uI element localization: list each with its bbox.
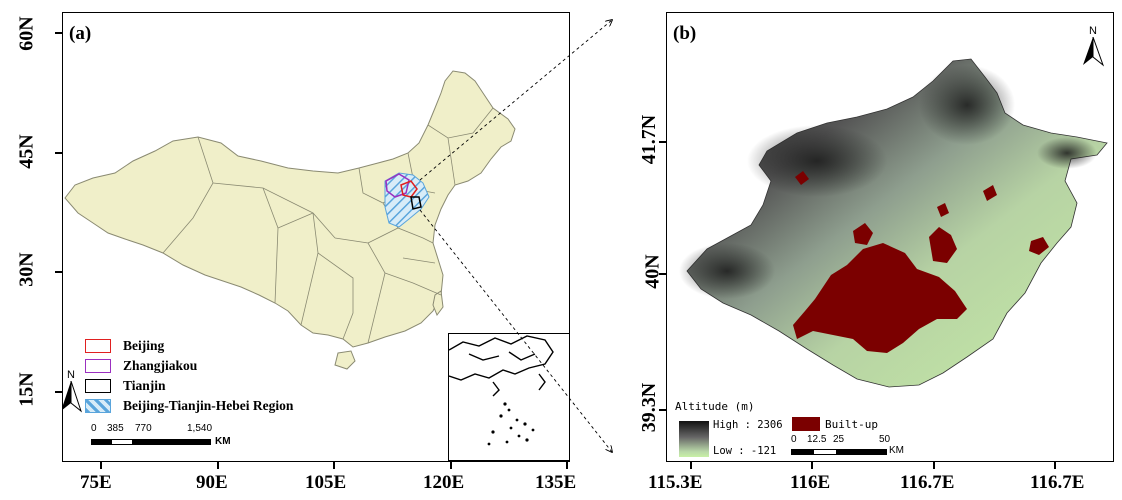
legend-swatch-beijing: [85, 339, 111, 353]
map-panel-beijing: (b): [666, 12, 1114, 462]
panel-a-xtick: [217, 461, 219, 469]
panel-a-xtick-label-135e: 135E: [535, 472, 577, 493]
south-china-sea-inset: [448, 333, 569, 461]
hainan-island: [334, 350, 356, 370]
builtup-northwest: [795, 171, 809, 185]
mountain-shade-north: [747, 125, 887, 197]
altitude-color-ramp: [679, 421, 709, 457]
panel-b-ytick-label-39-3n: 39.3N: [638, 382, 661, 433]
panel-a-label: (a): [69, 23, 92, 44]
north-arrow-icon: [63, 380, 83, 413]
builtup-legend-label: Built-up: [825, 418, 878, 431]
panel-b-north-label: N: [1089, 25, 1097, 37]
panel-a-ytick: [55, 32, 63, 34]
panel-b-scale-label-12-5: 12.5: [807, 434, 827, 445]
panel-b-xtick-label-116e: 116E: [790, 472, 831, 493]
map-panel-china: (a): [62, 12, 570, 462]
mountain-shade-west: [679, 243, 775, 299]
panel-a-xtick-label-90e: 90E: [196, 472, 228, 493]
builtup-areas: [793, 171, 1049, 353]
panel-b-scale-unit: KM: [889, 445, 904, 456]
panel-a-ytick-label-45n: 45N: [15, 134, 38, 169]
legend-label-jingjinji: Beijing-Tianjin-Hebei Region: [123, 398, 294, 413]
legend-entry-beijing: Beijing: [85, 336, 293, 356]
panel-b-ytick: [659, 273, 667, 275]
legend-entry-jingjinji: Beijing-Tianjin-Hebei Region: [85, 396, 293, 416]
beijing-outline: [400, 180, 418, 198]
panel-a-xtick-label-105e: 105E: [305, 472, 347, 493]
panel-a-ytick-label-15n: 15N: [15, 372, 38, 407]
panel-a-ytick: [55, 271, 63, 273]
panel-b-north-arrow: N: [1081, 25, 1105, 70]
panel-a-ytick-label-30n: 30N: [15, 252, 38, 287]
inset-map: [448, 335, 554, 446]
builtup-east: [1029, 237, 1049, 255]
china-land: [64, 70, 516, 348]
panel-a-xtick: [566, 461, 568, 469]
panel-b-scale-label-50: 50: [879, 434, 891, 445]
panel-b-xtick: [933, 461, 935, 469]
panel-a-scale-label-0: 0: [91, 423, 97, 434]
legend-entry-tianjin: Tianjin: [85, 376, 293, 396]
panel-a-xtick: [333, 461, 335, 469]
panel-a-scale-bar: [91, 439, 211, 445]
panel-a-xtick-label-120e: 120E: [423, 472, 465, 493]
legend-swatch-zhangjiakou: [85, 359, 111, 373]
panel-b-xtick-label-116-7e-a: 116.7E: [900, 472, 955, 493]
panel-a-xtick: [100, 461, 102, 469]
panel-a-scale-label-385: 385: [107, 423, 124, 434]
panel-a-scale-unit: KM: [215, 436, 231, 447]
panel-b-ytick: [659, 141, 667, 143]
legend-label-tianjin: Tianjin: [123, 378, 166, 393]
altitude-legend-title: Altitude (m): [675, 400, 755, 413]
builtup-northeast: [929, 227, 957, 263]
panel-b-xtick: [811, 461, 813, 469]
panel-b-xtick: [1054, 461, 1056, 469]
panel-b-scale-bar: [791, 449, 887, 455]
panel-a-scale-label-1540: 1,540: [187, 423, 213, 434]
panel-b-xtick: [690, 461, 692, 469]
zhangjiakou-outline: [385, 173, 410, 198]
beijing-elevation-map: [679, 58, 1108, 388]
panel-a-xtick: [450, 461, 452, 469]
panel-a-scale-label-770: 770: [135, 423, 152, 434]
panel-b-ytick: [659, 409, 667, 411]
altitude-low-label: Low : -121: [713, 445, 777, 457]
panel-b-xtick-label-115-3e: 115.3E: [648, 472, 703, 493]
builtup-northeast-small: [983, 185, 997, 201]
panel-b-label: (b): [673, 23, 697, 44]
legend-label-zhangjiakou: Zhangjiakou: [123, 358, 198, 373]
mountain-shade-east: [1037, 137, 1097, 169]
altitude-high-label: High : 2306: [713, 419, 783, 431]
tianjin-outline: [410, 196, 422, 210]
builtup-central: [793, 243, 967, 353]
panel-a-ytick-label-60n: 60N: [15, 16, 38, 51]
panel-b-xtick-label-116-7e-b: 116.7E: [1030, 472, 1085, 493]
panel-a-xtick-label-75e: 75E: [80, 472, 112, 493]
legend-swatch-tianjin: [85, 379, 111, 393]
north-arrow-icon: [1083, 36, 1105, 67]
panel-b-scale-label-0: 0: [791, 434, 797, 445]
jingjinji-region: [384, 172, 430, 228]
panel-a-legend: Beijing Zhangjiakou Tianjin Beijing-Tian…: [85, 336, 293, 416]
builtup-legend-swatch: [792, 417, 820, 431]
panel-a-north-label: N: [67, 369, 75, 381]
panel-a-ytick: [55, 391, 63, 393]
panel-a-north-arrow: N: [63, 369, 83, 416]
builtup-north: [853, 223, 873, 245]
mountain-shade-northeast: [919, 65, 1015, 145]
panel-a-ytick: [55, 152, 63, 154]
legend-swatch-jingjinji: [85, 399, 111, 413]
panel-b-ytick-label-40n: 40N: [641, 254, 664, 289]
legend-label-beijing: Beijing: [123, 338, 165, 353]
panel-b-ytick-label-41-7n: 41.7N: [638, 114, 661, 165]
legend-entry-zhangjiakou: Zhangjiakou: [85, 356, 293, 376]
builtup-north-small: [937, 203, 949, 217]
panel-b-scale-label-25: 25: [833, 434, 845, 445]
